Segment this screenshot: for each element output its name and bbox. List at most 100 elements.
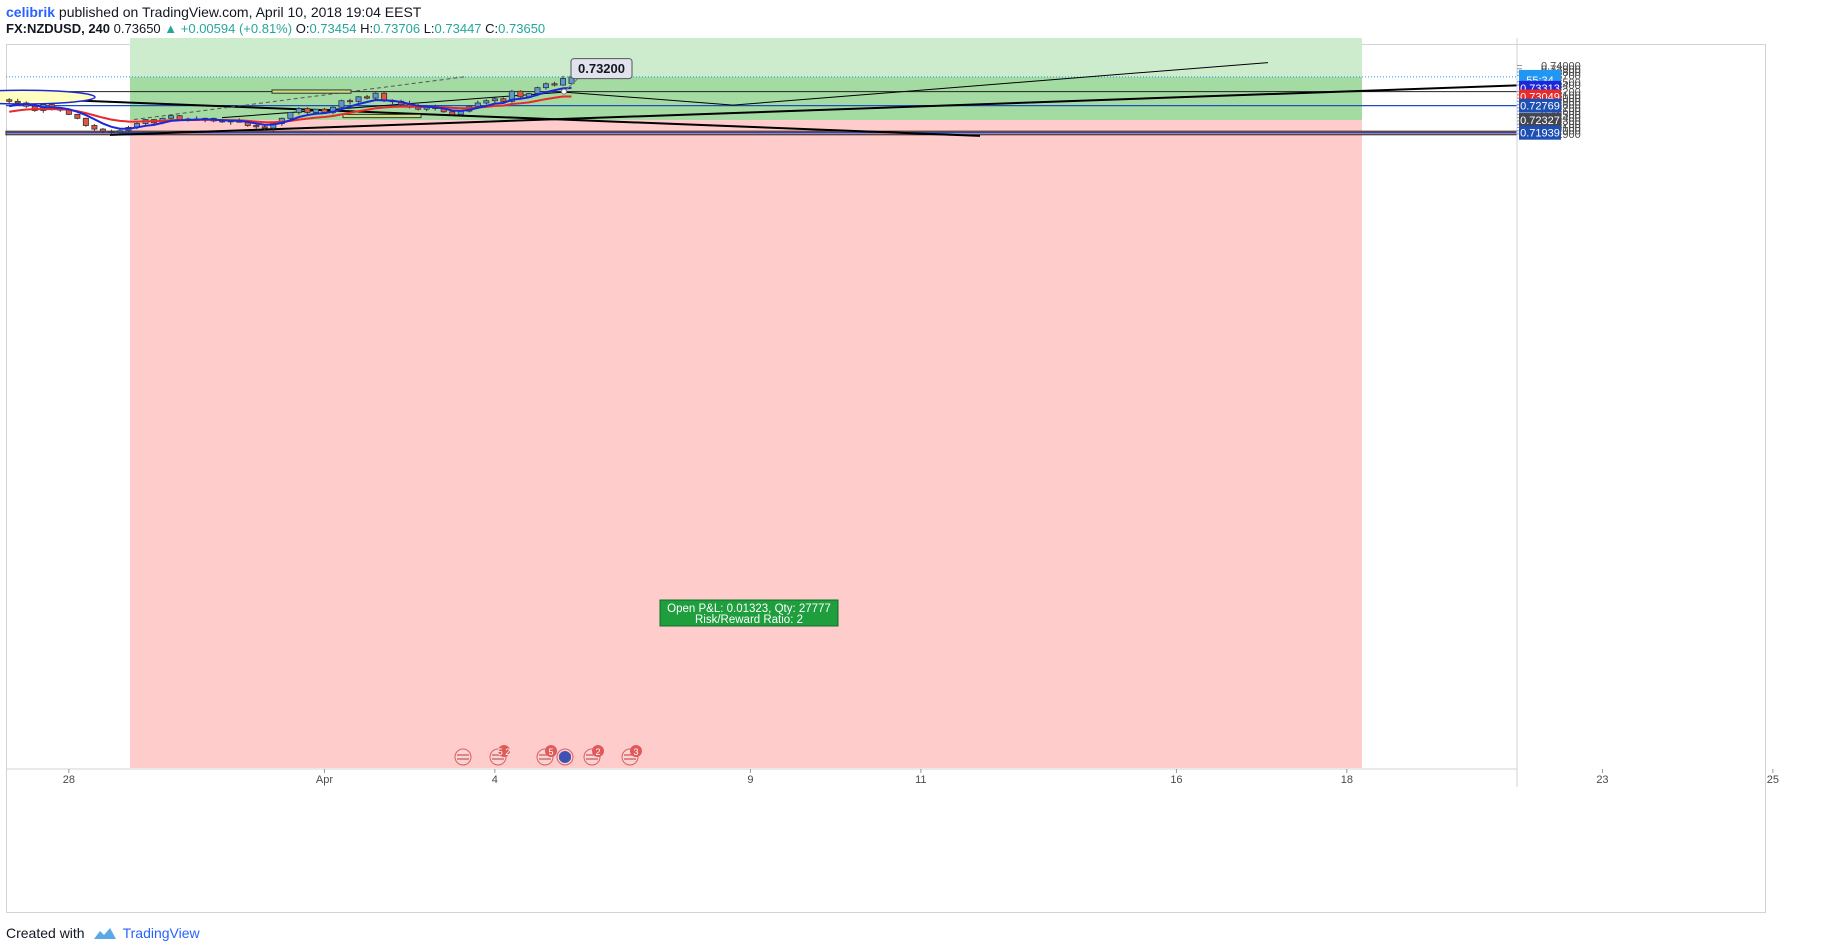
candle-body	[74, 114, 81, 119]
publish-header: celibrik published on TradingView.com, A…	[6, 4, 421, 20]
position-pnl-text: Open P&L: 0.01323, Qty: 27777	[667, 603, 831, 615]
position-info-box[interactable]	[659, 599, 839, 627]
event-count-badge	[630, 745, 642, 757]
candle	[82, 117, 89, 127]
candle	[116, 129, 123, 134]
highlight-box-high[interactable]	[271, 89, 352, 94]
descending-trendline[interactable]	[5, 96, 981, 137]
target-anchor	[561, 88, 567, 95]
candle-body	[474, 102, 481, 107]
candle	[14, 98, 21, 104]
candle	[364, 94, 371, 100]
event-flag-icon[interactable]	[454, 748, 472, 766]
candle-body	[168, 115, 175, 119]
candle-body	[534, 87, 541, 94]
created-with-label: Created with	[6, 925, 85, 941]
candle-body	[116, 130, 123, 133]
event-count-badge	[592, 745, 604, 757]
candle	[560, 75, 567, 86]
event-count-text: 3	[633, 747, 638, 757]
event-flag-circle	[454, 748, 472, 766]
candle	[491, 97, 498, 103]
event-flag-icon[interactable]: 5	[536, 745, 557, 766]
candle-body	[500, 98, 507, 102]
candle-body	[560, 78, 567, 86]
candle	[304, 107, 311, 115]
candle-body	[108, 130, 115, 133]
event-count-text: 2	[595, 747, 600, 757]
candle-body	[253, 125, 260, 128]
event-count-badge	[498, 745, 510, 757]
target-label-text: 0.73200	[578, 61, 625, 76]
open-value: 0.73454	[309, 21, 357, 36]
price-badge[interactable]	[1519, 125, 1561, 140]
position-ratio-text: Risk/Reward Ratio: 2	[695, 614, 803, 626]
time-tick-label: 23	[1596, 774, 1608, 786]
last-price: 0.73650	[113, 21, 161, 36]
close-label: C:	[485, 21, 499, 36]
high-label: H:	[360, 21, 374, 36]
open-label: O:	[295, 21, 310, 36]
footer: Created with TradingView	[6, 925, 200, 941]
time-tick-label: 28	[63, 774, 75, 786]
candle-body	[491, 98, 498, 102]
target-label-pointer	[563, 78, 579, 92]
event-flag-icon[interactable]: 3	[621, 745, 642, 766]
price-change: ▲ +0.00594 (+0.81%)	[164, 21, 293, 36]
candle-body	[91, 125, 98, 130]
candle	[483, 99, 490, 105]
time-axis[interactable]: 28Apr49111618232527May37914	[6, 768, 1822, 786]
time-tick-label: 16	[1170, 774, 1182, 786]
ema-fast-line	[9, 86, 572, 130]
candle-body	[295, 108, 302, 113]
ascending-trendline[interactable]	[109, 84, 1518, 136]
candle	[74, 113, 81, 120]
price-axis[interactable]: 0.740000.739000.738000.737000.735000.734…	[1516, 38, 1581, 787]
tradingview-link[interactable]: TradingView	[93, 925, 200, 941]
candle-body	[6, 99, 13, 102]
tradingview-logo-icon	[93, 928, 116, 939]
event-flag-icon[interactable]: 2	[583, 745, 604, 766]
ohlc-legend: FX:NZDUSD, 240 0.73650 ▲ +0.00594 (+0.81…	[6, 21, 545, 36]
candle	[6, 98, 13, 103]
author-name[interactable]: celibrik	[6, 4, 56, 20]
candle-body	[312, 108, 319, 113]
target-label-box[interactable]	[570, 58, 633, 80]
candle	[295, 107, 302, 115]
candle-body	[99, 128, 106, 132]
price-badge[interactable]	[1519, 98, 1561, 113]
high-value: 0.73706	[373, 21, 421, 36]
candle-body	[261, 126, 268, 129]
moving-averages	[9, 86, 572, 130]
candle	[372, 92, 379, 100]
candle-body	[82, 117, 89, 126]
event-count-text: 5 2	[498, 747, 511, 757]
overlays[interactable]: 0.73200 Open P&L: 0.01323, Qty: 27777Risk…	[454, 58, 839, 766]
candle	[355, 96, 362, 103]
candle-body	[304, 108, 311, 113]
price-tick-label: 0.74000	[1541, 61, 1581, 73]
candle	[287, 111, 294, 121]
drawings[interactable]	[0, 62, 1518, 137]
candle-body	[542, 83, 549, 89]
highlight-ellipse[interactable]	[0, 89, 96, 105]
candle	[99, 128, 106, 134]
event-dot-icon[interactable]	[559, 751, 571, 763]
candle	[338, 99, 345, 110]
candle-body	[483, 100, 490, 104]
candle	[253, 124, 260, 129]
time-tick-label: 18	[1341, 774, 1353, 786]
candle	[108, 129, 115, 135]
price-badge[interactable]	[1519, 113, 1561, 128]
candle-body	[287, 112, 294, 119]
time-tick-label: 25	[1767, 774, 1779, 786]
symbol-label: FX:NZDUSD, 240	[6, 21, 111, 36]
highlight-box-low[interactable]	[342, 113, 422, 119]
candle-body	[372, 92, 379, 99]
candle	[517, 90, 524, 99]
time-tick-label: Apr	[316, 774, 333, 786]
position-zones	[5, 38, 1518, 769]
event-flag-icon[interactable]: 5 2	[489, 745, 511, 766]
target-zone	[130, 38, 1362, 77]
